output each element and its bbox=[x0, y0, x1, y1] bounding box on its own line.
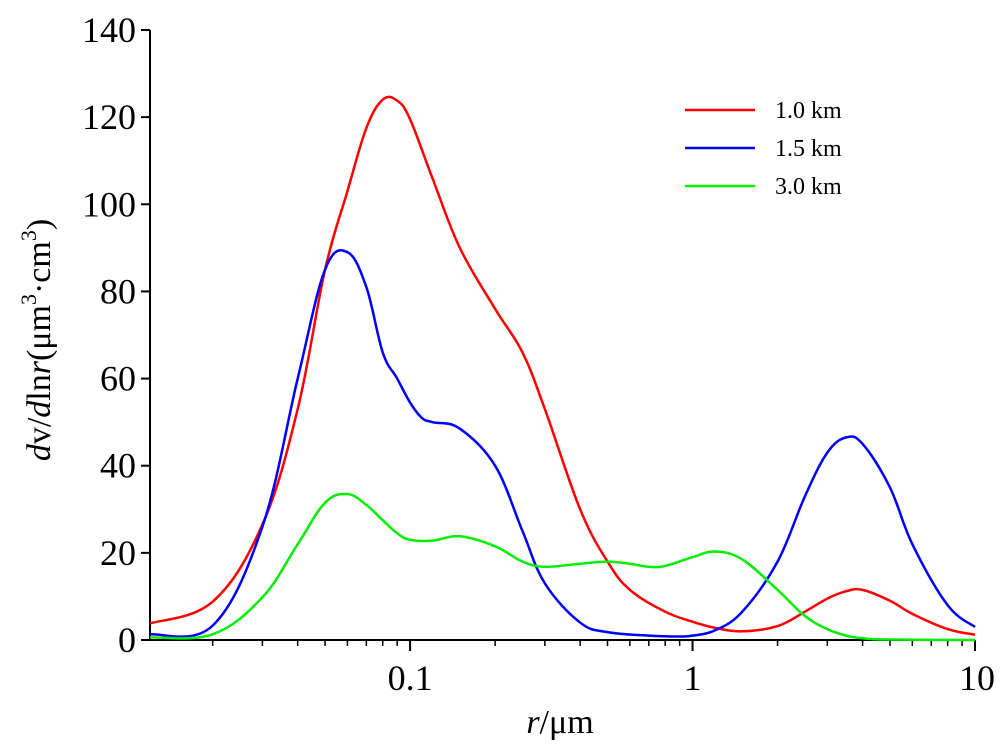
y-tick-label: 80 bbox=[100, 271, 136, 311]
x-axis-title: r/μm bbox=[526, 704, 593, 741]
x-ticks: 0.1 1 10 bbox=[211, 640, 995, 698]
x-tick-label: 1 bbox=[684, 658, 702, 698]
y-tick-label: 140 bbox=[82, 10, 136, 50]
y-tick-label: 120 bbox=[82, 97, 136, 137]
legend-label-1-0-km: 1.0 km bbox=[775, 98, 842, 124]
x-tick-label: 10 bbox=[959, 658, 995, 698]
legend-item-3-0-km: 3.0 km bbox=[685, 174, 842, 200]
series-lines bbox=[149, 95, 976, 642]
y-axis-title: dv/dlnr(μm3·cm3) bbox=[16, 219, 58, 461]
series-line-1-0-km bbox=[149, 95, 976, 636]
y-tick-label: 20 bbox=[100, 533, 136, 573]
x-tick-label: 0.1 bbox=[388, 658, 433, 698]
y-tick-label: 60 bbox=[100, 359, 136, 399]
axes bbox=[149, 30, 975, 641]
series-line-3-0-km bbox=[149, 492, 976, 642]
legend-item-1-0-km: 1.0 km bbox=[685, 98, 842, 124]
y-tick-label: 100 bbox=[82, 184, 136, 224]
series-line-1-5-km bbox=[149, 249, 976, 638]
y-tick-label: 40 bbox=[100, 446, 136, 486]
legend-item-1-5-km: 1.5 km bbox=[685, 136, 842, 162]
y-tick-label: 0 bbox=[118, 620, 136, 660]
legend: 1.0 km 1.5 km 3.0 km bbox=[685, 98, 842, 200]
legend-label-1-5-km: 1.5 km bbox=[775, 136, 842, 162]
legend-label-3-0-km: 3.0 km bbox=[775, 174, 842, 200]
y-ticks: 0 20 40 60 80 100 120 140 bbox=[82, 10, 150, 660]
